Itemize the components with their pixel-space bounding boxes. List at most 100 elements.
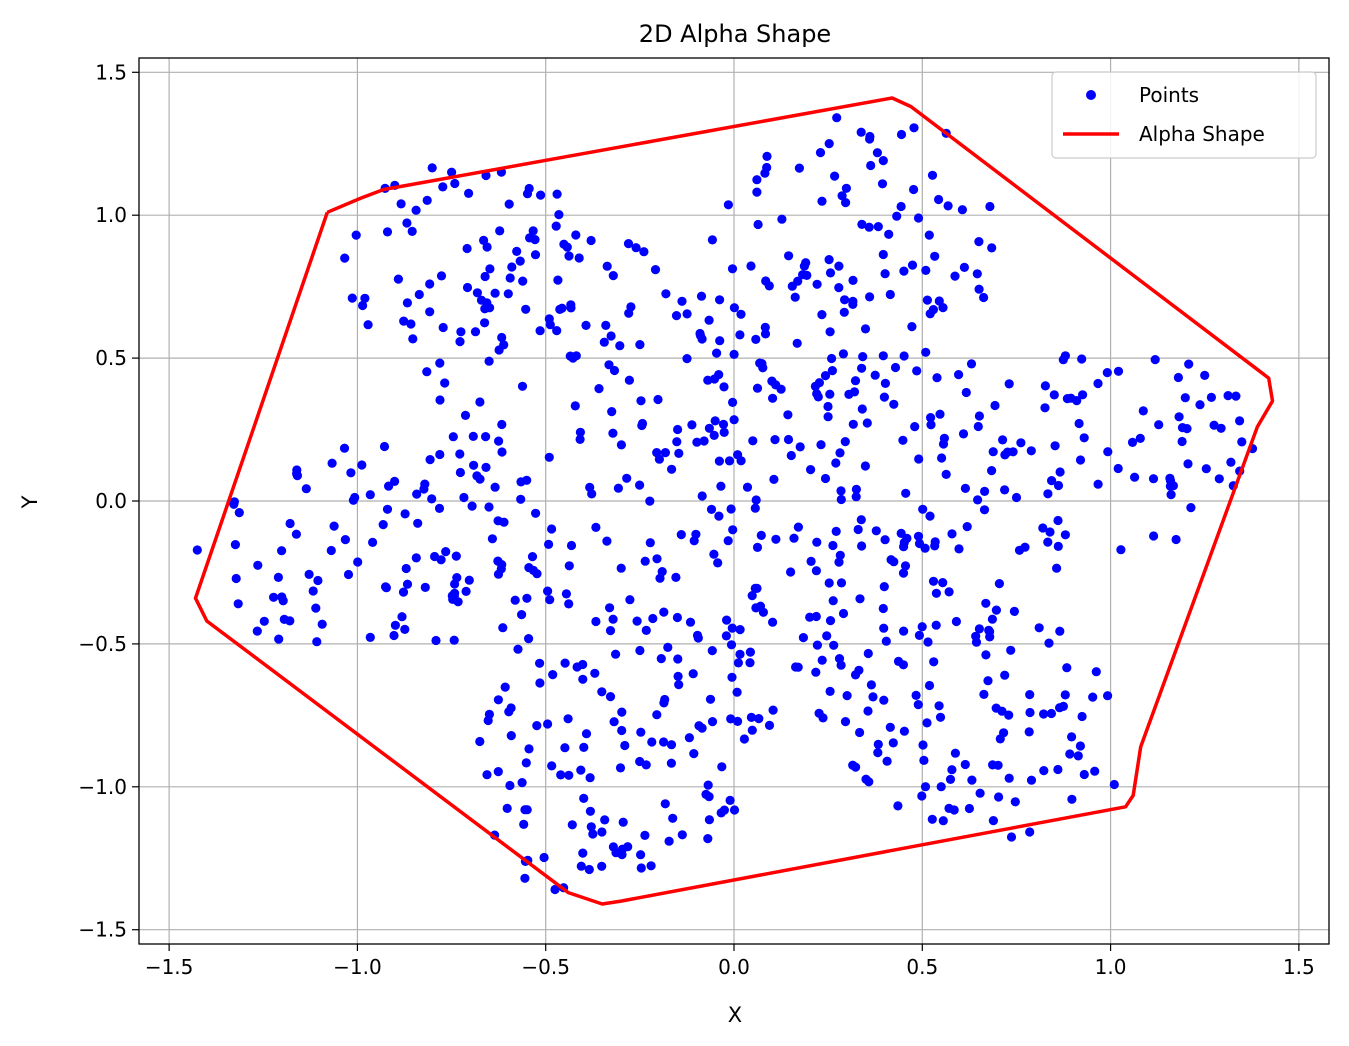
data-point xyxy=(1075,455,1086,465)
data-point xyxy=(727,672,737,682)
data-point xyxy=(1077,354,1087,364)
data-point xyxy=(554,210,564,220)
data-point xyxy=(530,250,541,260)
data-point xyxy=(835,550,845,560)
data-point xyxy=(716,808,726,818)
data-point xyxy=(259,616,269,626)
data-point xyxy=(950,748,961,758)
data-point xyxy=(812,279,822,289)
data-point xyxy=(913,213,924,223)
data-point xyxy=(1214,474,1224,484)
data-point xyxy=(748,436,758,446)
data-point xyxy=(898,568,909,578)
data-point xyxy=(729,805,740,815)
data-point xyxy=(481,432,491,442)
data-point xyxy=(544,314,554,324)
data-point xyxy=(951,616,962,627)
data-point xyxy=(715,295,725,305)
data-point xyxy=(991,605,1002,615)
data-point xyxy=(825,268,836,278)
data-point xyxy=(724,456,735,466)
data-point xyxy=(927,170,938,180)
data-point xyxy=(402,218,412,228)
data-point xyxy=(517,778,527,788)
data-point xyxy=(579,793,589,804)
data-point xyxy=(617,725,627,736)
data-point xyxy=(1039,766,1049,776)
data-point xyxy=(499,340,509,350)
data-point xyxy=(676,530,686,540)
data-point xyxy=(400,624,410,635)
data-point xyxy=(917,622,927,632)
data-point xyxy=(751,334,761,344)
data-point xyxy=(726,714,736,724)
data-point xyxy=(938,578,948,588)
data-point xyxy=(932,373,942,383)
data-point xyxy=(790,292,800,302)
data-point xyxy=(1000,450,1010,460)
data-point xyxy=(626,302,636,312)
data-point xyxy=(861,774,871,784)
data-point xyxy=(1079,769,1089,780)
data-point xyxy=(618,817,628,827)
data-point xyxy=(878,156,888,166)
data-point xyxy=(959,262,970,272)
data-point xyxy=(1004,710,1014,720)
data-point xyxy=(607,407,617,417)
data-point xyxy=(792,338,802,348)
data-point xyxy=(563,714,573,724)
data-point xyxy=(1206,392,1216,402)
data-point xyxy=(579,742,589,753)
data-point xyxy=(550,884,560,895)
data-point xyxy=(552,189,562,199)
data-point xyxy=(1195,400,1205,410)
data-point xyxy=(922,718,932,728)
data-point xyxy=(351,230,361,240)
data-point xyxy=(865,292,875,302)
data-point xyxy=(756,530,766,541)
data-point xyxy=(552,326,562,336)
data-point xyxy=(456,327,466,337)
data-point xyxy=(857,404,867,414)
data-point xyxy=(938,439,949,449)
data-point xyxy=(576,861,586,871)
data-point xyxy=(1052,563,1062,573)
data-point xyxy=(504,199,514,209)
data-point xyxy=(435,449,445,460)
data-point xyxy=(954,544,964,554)
data-point xyxy=(668,813,678,823)
data-point xyxy=(340,253,350,263)
y-axis-label: Y xyxy=(18,495,42,509)
x-axis-ticks: −1.5 −1.0 −0.5 0.0 0.5 1.0 1.5 xyxy=(145,944,1315,979)
data-point xyxy=(1216,423,1226,433)
data-point xyxy=(581,729,592,739)
data-point xyxy=(907,322,917,332)
data-point xyxy=(715,336,725,346)
data-point xyxy=(517,381,528,391)
data-point xyxy=(818,713,828,723)
data-point xyxy=(1000,485,1010,495)
data-point xyxy=(892,211,902,221)
data-point xyxy=(672,612,683,623)
data-point xyxy=(493,569,504,579)
data-point xyxy=(602,261,612,271)
data-point xyxy=(692,630,703,641)
data-point xyxy=(913,700,923,710)
data-point xyxy=(764,281,774,291)
data-point xyxy=(919,755,929,766)
data-point xyxy=(934,194,944,205)
data-point xyxy=(594,384,604,394)
data-point xyxy=(1008,447,1018,457)
data-point xyxy=(921,347,931,357)
data-point xyxy=(512,246,522,256)
data-point xyxy=(771,534,781,544)
data-point xyxy=(786,567,796,577)
y-tick-label: −0.5 xyxy=(78,632,127,656)
data-point xyxy=(527,552,538,562)
data-point xyxy=(881,636,891,646)
data-point xyxy=(480,271,490,282)
data-point xyxy=(1043,489,1053,499)
data-point xyxy=(544,539,554,550)
data-point xyxy=(966,359,977,369)
data-point xyxy=(624,375,635,385)
